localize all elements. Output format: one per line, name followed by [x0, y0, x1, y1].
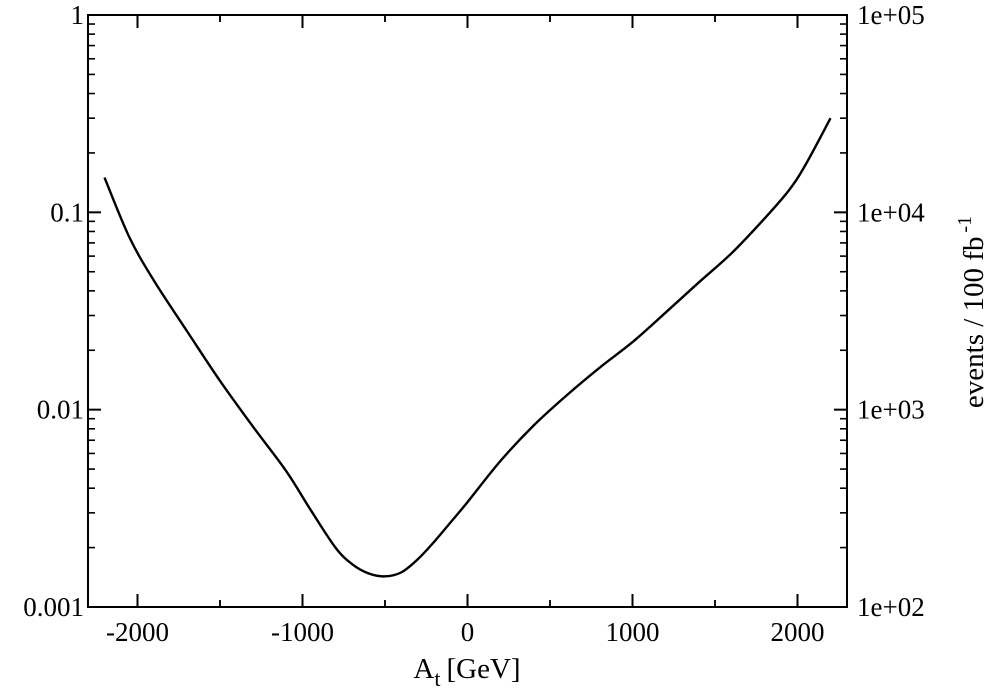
- right-axis-title: events / 100 fb -1: [954, 216, 990, 408]
- x-tick-label: 1000: [606, 617, 660, 647]
- y-tick-label-left: 0.1: [50, 197, 84, 227]
- right-axis-title-main: events / 100 fb: [958, 237, 990, 409]
- right-axis-title-superscript: -1: [954, 216, 976, 233]
- x-tick-label: 2000: [771, 617, 825, 647]
- x-axis-title-main: A: [413, 653, 434, 685]
- x-axis-title-subscript: t: [434, 666, 440, 691]
- y-tick-label-right: 1e+04: [857, 197, 925, 227]
- y-tick-label-left: 0.001: [23, 592, 84, 622]
- x-axis-title-unit: [GeV]: [447, 653, 521, 685]
- y-tick-label-right: 1e+05: [857, 0, 925, 30]
- x-axis-title: At [GeV]: [413, 653, 520, 691]
- x-tick-label: -2000: [106, 617, 169, 647]
- data-curve: [103, 117, 832, 578]
- y-tick-label-right: 1e+03: [857, 395, 925, 425]
- tick-labels-layer: -2000 -1000 0 1000 2000 0.001 1e+02 0.01 1e+03 0.…: [23, 0, 925, 647]
- x-tick-label: 0: [461, 617, 475, 647]
- y-tick-label-right: 1e+02: [857, 592, 925, 622]
- y-tick-label-left: 1: [71, 0, 85, 30]
- y-tick-label-left: 0.01: [37, 395, 84, 425]
- plot-frame: [87, 14, 848, 608]
- x-tick-label: -1000: [271, 617, 334, 647]
- ticks-layer: [88, 14, 847, 608]
